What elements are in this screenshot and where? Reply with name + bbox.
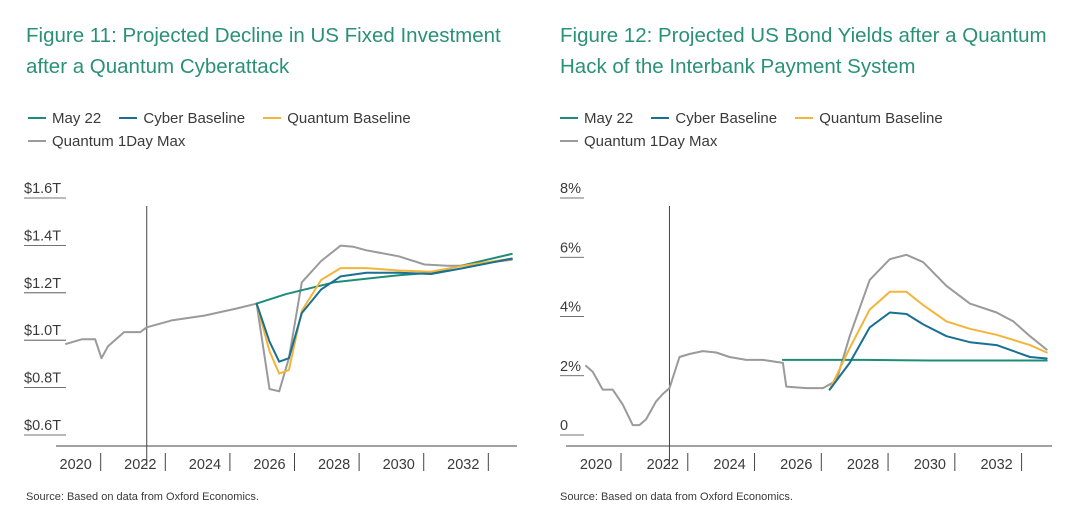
legend-label-cyber: Cyber Baseline <box>675 110 778 127</box>
legend-swatch-cyber <box>119 117 138 120</box>
x-tick-label: 2024 <box>189 457 221 473</box>
x-tick-label: 2024 <box>713 457 745 473</box>
legend-item-max: Quantum 1Day Max <box>28 130 185 153</box>
y-tick-label: 0 <box>560 418 568 434</box>
figure-11-chart: $0.6T $0.8T $1.0T $1.2T $1.4T $1.6T 2020 2022 20… <box>24 181 517 473</box>
legend-label-cyber: Cyber Baseline <box>143 110 246 127</box>
legend-item-may22: May 22 <box>560 107 633 130</box>
y-tick-label: 2% <box>560 359 581 375</box>
legend-swatch-max <box>560 140 578 143</box>
legend-label-quantum: Quantum Baseline <box>287 110 411 127</box>
legend-swatch-quantum <box>795 117 814 120</box>
figure-12-chart: 0 2% 4% 6% 8% 2020 2022 2024 2026 2028 2030 2032 <box>560 181 1052 473</box>
figure-12-legend: May 22 Cyber Baseline Quantum Baseline Q… <box>560 107 1050 153</box>
legend-swatch-max <box>28 140 46 143</box>
legend-label-max: Quantum 1Day Max <box>584 133 718 150</box>
x-tick-label: 2028 <box>847 457 879 473</box>
series-line-quantum-baseline <box>828 290 1048 391</box>
series-line-cyber-baseline <box>828 311 1048 391</box>
figure-11-panel: Figure 11: Projected Decline in US Fixed… <box>0 0 520 527</box>
y-tick-label: $0.6T <box>24 418 61 434</box>
figure-12-title-line2: Hack of the Interbank Payment System <box>560 55 916 78</box>
legend-item-cyber: Cyber Baseline <box>119 107 245 130</box>
x-tick-label: 2030 <box>914 457 946 473</box>
legend-swatch-may22 <box>28 117 46 120</box>
legend-swatch-may22 <box>560 117 578 120</box>
x-tick-label: 2030 <box>383 457 415 473</box>
series-line-may-22 <box>781 358 1048 362</box>
y-tick-label: $1.2T <box>24 276 61 292</box>
legend-item-quantum: Quantum Baseline <box>263 107 411 130</box>
y-tick-label: 8% <box>560 181 581 197</box>
legend-label-may22: May 22 <box>52 110 102 127</box>
y-tick-label: 4% <box>560 300 581 316</box>
y-tick-label: $0.8T <box>24 371 61 387</box>
legend-item-cyber: Cyber Baseline <box>651 107 777 130</box>
x-tick-label: 2026 <box>780 457 812 473</box>
series-line-quantum-baseline <box>255 257 513 375</box>
series-line-cyber-baseline <box>255 257 513 363</box>
x-tick-label: 2022 <box>124 457 156 473</box>
figure-11-legend: May 22 Cyber Baseline Quantum Baseline Q… <box>28 107 518 153</box>
x-tick-label: 2020 <box>60 457 92 473</box>
y-tick-label: 6% <box>560 240 581 256</box>
series-line-may-22 <box>255 252 513 305</box>
figure-12-title-line1: Figure 12: Projected US Bond Yields afte… <box>560 24 1047 47</box>
legend-swatch-cyber <box>651 117 670 120</box>
x-tick-label: 2028 <box>318 457 350 473</box>
figure-12-panel: Figure 12: Projected US Bond Yields afte… <box>540 0 1060 527</box>
figure-11-title-line1: Figure 11: Projected Decline in US Fixed… <box>26 24 501 47</box>
legend-item-quantum: Quantum Baseline <box>795 107 943 130</box>
x-tick-label: 2026 <box>253 457 285 473</box>
figure-12-title: Figure 12: Projected US Bond Yields afte… <box>560 20 1050 82</box>
y-tick-label: $1.6T <box>24 181 61 197</box>
figure-12-source: Source: Based on data from Oxford Econom… <box>560 491 793 503</box>
series-line-quantum-1day-max <box>585 253 1048 427</box>
legend-label-max: Quantum 1Day Max <box>52 133 186 150</box>
x-tick-label: 2022 <box>647 457 679 473</box>
figure-11-title: Figure 11: Projected Decline in US Fixed… <box>26 20 516 82</box>
x-tick-label: 2032 <box>447 457 479 473</box>
legend-label-quantum: Quantum Baseline <box>819 110 943 127</box>
legend-label-may22: May 22 <box>584 110 634 127</box>
series-line-quantum-1day-max <box>65 244 513 393</box>
figure-11-source: Source: Based on data from Oxford Econom… <box>26 491 259 503</box>
y-tick-label: $1.0T <box>24 323 61 339</box>
x-tick-label: 2032 <box>980 457 1012 473</box>
y-tick-label: $1.4T <box>24 228 61 244</box>
legend-swatch-quantum <box>263 117 282 120</box>
x-tick-label: 2020 <box>580 457 612 473</box>
figure-11-title-line2: after a Quantum Cyberattack <box>26 55 290 78</box>
legend-item-may22: May 22 <box>28 107 101 130</box>
legend-item-max: Quantum 1Day Max <box>560 130 717 153</box>
